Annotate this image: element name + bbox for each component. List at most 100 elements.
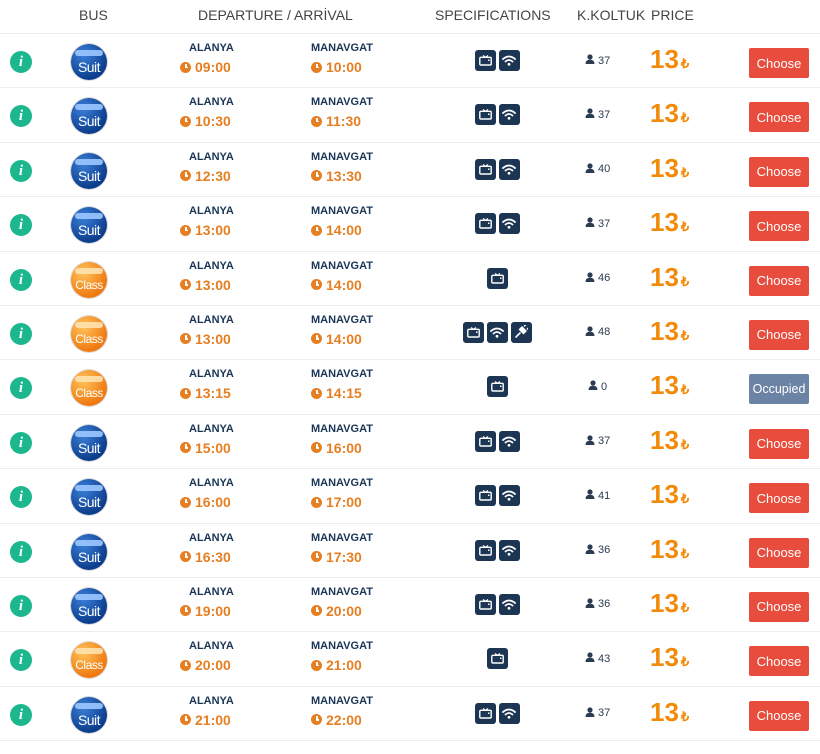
arrival-time: 21:00	[311, 657, 362, 673]
info-icon[interactable]: i	[10, 322, 32, 345]
info-icon[interactable]: i	[10, 268, 32, 291]
price-value: 13	[650, 315, 679, 346]
choose-button[interactable]: Choose	[749, 265, 809, 296]
specifications	[447, 430, 547, 452]
clock-icon	[311, 279, 322, 291]
info-icon[interactable]: i	[10, 105, 32, 128]
choose-button[interactable]: Choose	[749, 211, 809, 242]
trip-row: i Suit ALANYA 16:00 MANAVGAT 17:00 41 13 ₺ Choose	[0, 469, 820, 524]
arrival-city: MANAVGAT	[311, 585, 373, 598]
info-icon[interactable]: i	[10, 540, 32, 563]
choose-button[interactable]: Choose	[749, 156, 809, 187]
wifi-icon	[498, 539, 520, 561]
specifications	[447, 702, 547, 724]
departure-time-value: 13:00	[195, 276, 231, 293]
tv-icon	[474, 430, 496, 452]
tv-icon	[462, 321, 484, 343]
choose-button[interactable]: Choose	[749, 428, 809, 459]
info-icon[interactable]: i	[10, 649, 32, 672]
departure-city: ALANYA	[189, 585, 234, 598]
price-value: 13	[650, 642, 679, 673]
person-icon	[588, 380, 598, 393]
arrival-city: MANAVGAT	[311, 96, 373, 109]
choose-button[interactable]: Choose	[749, 48, 809, 78]
departure-time-value: 13:00	[195, 222, 231, 239]
bus-logo-icon: Suit	[71, 424, 107, 461]
choose-button[interactable]: Choose	[749, 646, 809, 677]
choose-button[interactable]: Choose	[749, 591, 809, 622]
specifications	[447, 50, 547, 71]
info-icon[interactable]: i	[10, 51, 32, 73]
bus-logo-icon: Suit	[71, 152, 107, 189]
departure-time-value: 19:00	[195, 602, 231, 619]
arrival-time-value: 21:00	[326, 657, 362, 674]
currency-symbol: ₺	[680, 545, 690, 561]
table-header: BUS DEPARTURE / ARRİVAL SPECIFICATIONS K…	[0, 0, 820, 34]
logo-stripe	[75, 539, 103, 546]
price: 13 ₺	[650, 425, 689, 460]
clock-icon	[311, 496, 322, 508]
available-seats: 40	[585, 163, 610, 176]
departure-time-value: 13:15	[195, 385, 231, 402]
arrival-time: 17:00	[311, 494, 362, 510]
info-icon[interactable]: i	[10, 703, 32, 726]
price-value: 13	[650, 152, 679, 183]
specifications	[447, 539, 547, 561]
clock-icon	[180, 387, 191, 399]
currency-symbol: ₺	[680, 491, 690, 507]
wifi-icon	[498, 158, 520, 180]
person-icon	[585, 543, 595, 557]
info-icon[interactable]: i	[10, 594, 32, 617]
seat-count: 37	[598, 108, 611, 121]
specifications	[447, 648, 547, 670]
bus-logo-label: Suit	[77, 548, 101, 565]
bus-logo-icon: Class	[71, 370, 107, 407]
clock-icon	[311, 333, 322, 345]
departure-time: 21:00	[180, 712, 231, 728]
header-bus: BUS	[79, 7, 108, 23]
price: 13 ₺	[650, 370, 689, 405]
seat-count: 40	[598, 163, 611, 176]
trip-row: i Suit ALANYA 16:30 MANAVGAT 17:30 36 13 ₺ Choose	[0, 524, 820, 578]
choose-button[interactable]: Choose	[749, 102, 809, 133]
clock-icon	[311, 387, 322, 399]
choose-button[interactable]: Choose	[749, 700, 809, 731]
arrival-time: 17:30	[311, 549, 362, 565]
bus-logo-icon: Class	[71, 261, 107, 298]
info-icon[interactable]: i	[10, 486, 32, 509]
bus-logo-icon: Class	[71, 642, 107, 679]
bus-logo-label: Class	[75, 277, 103, 292]
bus-logo-icon: Suit	[71, 44, 107, 80]
logo-stripe	[75, 430, 103, 437]
trip-row: i Suit ALANYA 12:30 MANAVGAT 13:30 40 13 ₺ Choose	[0, 143, 820, 198]
choose-button[interactable]: Choose	[749, 319, 809, 350]
available-seats: 36	[585, 598, 610, 611]
seat-count: 36	[598, 598, 611, 611]
clock-icon	[180, 442, 191, 454]
specifications	[447, 485, 547, 507]
arrival-time-value: 17:30	[326, 548, 362, 565]
info-icon[interactable]: i	[10, 159, 32, 182]
occupied-button[interactable]: Occupied	[749, 374, 809, 405]
clock-icon	[180, 333, 191, 345]
clock-icon	[311, 170, 322, 182]
available-seats: 46	[585, 271, 610, 285]
info-icon[interactable]: i	[10, 214, 32, 237]
tv-icon	[474, 485, 496, 507]
choose-button[interactable]: Choose	[749, 483, 809, 514]
info-icon[interactable]: i	[10, 377, 32, 400]
person-icon	[585, 598, 595, 611]
info-icon[interactable]: i	[10, 431, 32, 454]
bus-logo-label: Class	[75, 331, 103, 346]
logo-stripe	[75, 593, 103, 600]
clock-icon	[180, 170, 191, 182]
departure-time-value: 21:00	[195, 711, 231, 728]
departure-time: 20:00	[180, 657, 231, 673]
header-specifications: SPECIFICATIONS	[435, 7, 551, 23]
available-seats: 48	[585, 326, 610, 339]
seat-count: 37	[598, 217, 611, 230]
trip-row: i Class ALANYA 13:15 MANAVGAT 14:15 0 13 ₺ Occupi…	[0, 360, 820, 415]
departure-time: 13:00	[180, 277, 231, 293]
departure-time: 13:00	[180, 331, 231, 347]
choose-button[interactable]: Choose	[749, 537, 809, 568]
